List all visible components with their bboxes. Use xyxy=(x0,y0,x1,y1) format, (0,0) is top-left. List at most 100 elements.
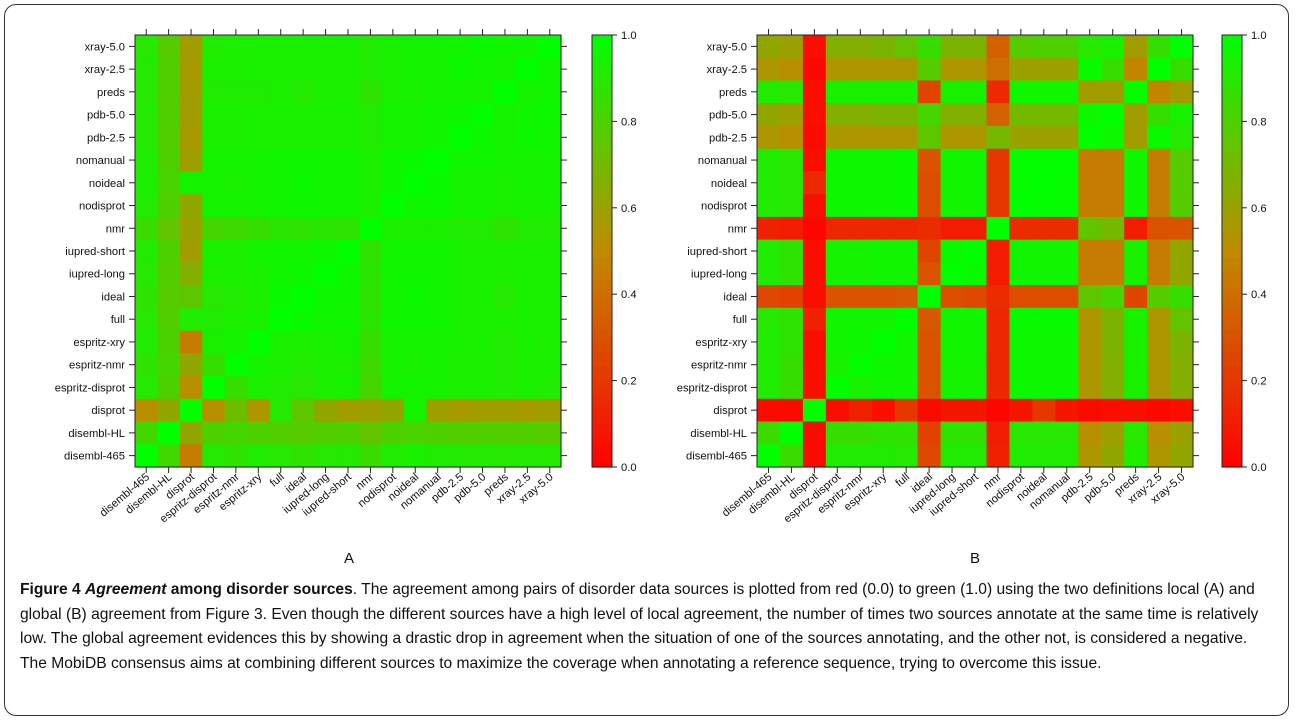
panel-b-cell-6-17 xyxy=(1147,171,1171,195)
panel-b-cell-11-0 xyxy=(757,285,781,309)
panel-a-cell-13-9 xyxy=(336,330,360,354)
panel-b-cell-5-17 xyxy=(1147,148,1171,173)
panel-b-y-tick-label: preds xyxy=(719,87,747,99)
panel-a-colorbar-step xyxy=(592,373,612,382)
panel-b-cell-1-6 xyxy=(894,57,919,82)
panel-b-colorbar-step xyxy=(1222,236,1242,245)
panel-a-cell-1-16 xyxy=(493,57,517,82)
panel-b-cell-15-7 xyxy=(917,376,942,400)
panel-a-cell-11-8 xyxy=(314,285,338,309)
panel-b-cell-1-11 xyxy=(1009,57,1033,82)
panel-b-cell-11-18 xyxy=(1170,285,1194,309)
panel-a-cell-5-4 xyxy=(224,148,248,173)
panel-b-cell-0-10 xyxy=(986,35,1011,59)
panel-a-colorbar-step xyxy=(592,229,612,238)
panel-b-colorbar-step xyxy=(1222,452,1242,461)
panel-a-colorbar-step xyxy=(592,107,612,115)
panel-a-cell-11-9 xyxy=(336,285,360,309)
panel-a-letter: A xyxy=(344,550,354,567)
panel-b-cell-17-17 xyxy=(1147,421,1171,445)
panel-a-cell-15-0 xyxy=(135,376,159,400)
panel-b-colorbar-step xyxy=(1222,387,1242,396)
panel-a-cell-14-3 xyxy=(202,353,226,377)
panel-b-cell-7-7 xyxy=(917,194,942,218)
panel-b-cell-8-18 xyxy=(1170,216,1194,241)
panel-a-cell-18-18 xyxy=(538,444,562,468)
panel-a-cell-5-10 xyxy=(359,148,383,173)
panel-b-cell-7-16 xyxy=(1124,194,1148,218)
panel-a-cell-4-4 xyxy=(224,125,248,150)
panel-a-cell-13-8 xyxy=(314,330,338,354)
panel-a-cell-18-11 xyxy=(381,444,405,468)
panel-b-cell-5-2 xyxy=(802,148,827,173)
panel-b-cell-18-3 xyxy=(825,444,850,468)
panel-b-cell-7-3 xyxy=(825,194,850,218)
panel-a-cell-7-18 xyxy=(538,194,562,218)
panel-a-cell-8-4 xyxy=(224,216,248,241)
panel-a-cell-13-5 xyxy=(247,330,271,354)
panel-a-colorbar-step xyxy=(592,423,612,432)
panel-a-cell-4-12 xyxy=(404,125,428,150)
panel-b-cell-12-18 xyxy=(1170,307,1194,332)
panel-a-colorbar-step xyxy=(592,387,612,396)
panel-b-colorbar-step xyxy=(1222,128,1242,137)
panel-b-colorbar-step xyxy=(1222,258,1242,266)
panel-a-cell-2-11 xyxy=(381,80,405,104)
panel-a-cell-17-7 xyxy=(291,421,315,445)
panel-a-cell-2-2 xyxy=(179,80,203,104)
panel-a-cell-8-5 xyxy=(247,216,271,241)
panel-a-colorbar-step xyxy=(592,157,612,166)
panel-b-cell-1-14 xyxy=(1078,57,1102,82)
panel-b-cell-15-16 xyxy=(1124,376,1148,400)
panel-a-cell-16-13 xyxy=(426,398,450,423)
panel-b-colorbar-tick-label: 0.2 xyxy=(1251,376,1267,388)
panel-b-cell-1-8 xyxy=(940,57,965,82)
panel-a-colorbar-tick-label: 0.6 xyxy=(621,203,637,215)
panel-b-y-tick-label: noideal xyxy=(711,178,747,190)
panel-b-cell-10-4 xyxy=(848,262,873,286)
panel-b-cell-1-9 xyxy=(963,57,988,82)
panel-b-cell-6-13 xyxy=(1055,171,1079,195)
panel-b-cell-2-4 xyxy=(848,80,873,104)
panel-a-colorbar-step xyxy=(592,128,612,137)
panel-a-cell-13-2 xyxy=(179,330,203,354)
panel-b-cell-14-7 xyxy=(917,353,942,377)
panel-b-cell-8-2 xyxy=(802,216,827,241)
panel-a-cell-3-0 xyxy=(135,103,159,127)
panel-b-cell-13-16 xyxy=(1124,330,1148,354)
panel-a-cell-9-14 xyxy=(448,239,472,263)
panel-a-cell-6-13 xyxy=(426,171,450,195)
panel-a-colorbar-step xyxy=(592,344,612,353)
panel-a-cell-16-16 xyxy=(493,398,517,423)
panel-b-cell-5-14 xyxy=(1078,148,1102,173)
panel-a-cell-18-16 xyxy=(493,444,517,468)
panel-b-y-tick-label: xray-5.0 xyxy=(707,41,747,53)
panel-b-cell-3-4 xyxy=(848,103,873,127)
panel-a-colorbar-step xyxy=(592,49,612,58)
panel-b-cell-13-7 xyxy=(917,330,942,354)
panel-a-cell-5-2 xyxy=(179,148,203,173)
panel-b-cell-17-9 xyxy=(963,421,988,445)
panel-a-colorbar-step xyxy=(592,186,612,194)
panel-b-cell-5-16 xyxy=(1124,148,1148,173)
panel-a-cell-12-13 xyxy=(426,307,450,332)
panel-b-cell-17-16 xyxy=(1124,421,1148,445)
panel-b-cell-16-4 xyxy=(848,398,873,423)
panel-a-cell-18-3 xyxy=(202,444,226,468)
panel-a-cell-0-3 xyxy=(202,35,226,59)
panel-a-colorbar-step xyxy=(592,287,612,295)
panel-b-cell-12-2 xyxy=(802,307,827,332)
panel-b-cell-5-8 xyxy=(940,148,965,173)
panel-a-cell-18-7 xyxy=(291,444,315,468)
panel-a-cell-3-2 xyxy=(179,103,203,127)
panel-b-cell-0-6 xyxy=(894,35,919,59)
panel-a-colorbar-step xyxy=(592,301,612,310)
panel-a-cell-3-11 xyxy=(381,103,405,127)
panel-a-cell-12-14 xyxy=(448,307,472,332)
panel-b-cell-2-3 xyxy=(825,80,850,104)
panel-b-cell-17-7 xyxy=(917,421,942,445)
panel-a-cell-10-2 xyxy=(179,262,203,286)
panel-b-cell-2-6 xyxy=(894,80,919,104)
panel-b-cell-10-13 xyxy=(1055,262,1079,286)
